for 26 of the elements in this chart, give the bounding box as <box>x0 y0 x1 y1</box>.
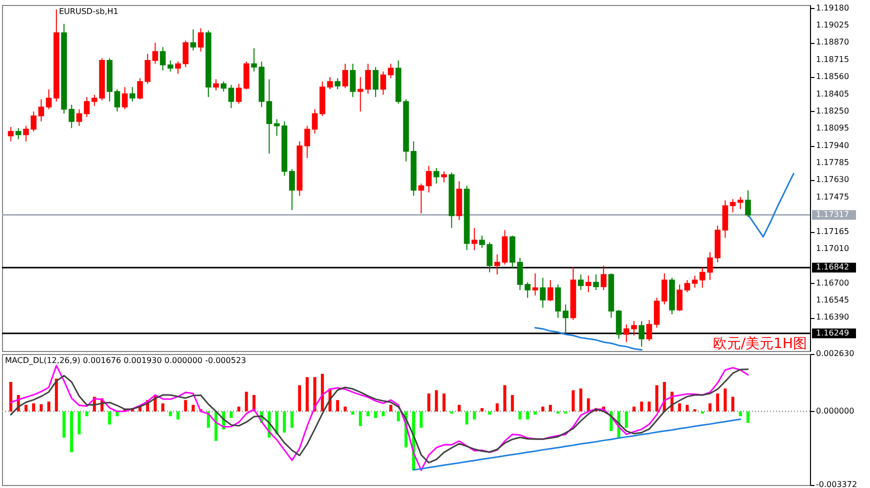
y-tick-label: 1.17475 <box>816 192 850 202</box>
ref-line-label: 1.16842 <box>816 262 850 272</box>
ref-line-label: 1.17317 <box>816 210 850 219</box>
y-tick-label: 1.17165 <box>816 226 850 236</box>
y-tick-label: 0.000000 <box>816 406 854 416</box>
y-tick-label: -0.003372 <box>816 480 858 488</box>
y-tick-label: 1.19025 <box>816 20 850 30</box>
y-tick-label: 1.18405 <box>816 89 850 98</box>
y-tick-label: 1.17940 <box>816 140 850 150</box>
y-tick-label: 1.17010 <box>816 244 850 253</box>
y-tick-label: 1.18870 <box>816 38 850 47</box>
y-tick-label: 1.18560 <box>816 72 850 82</box>
annotation: 欧元/美元1H图 <box>712 336 807 352</box>
y-tick-label: 1.18250 <box>816 106 850 116</box>
y-tick-label: 1.18715 <box>816 54 850 64</box>
y-tick-label: 1.16390 <box>816 312 850 322</box>
y-tick-label: 1.17785 <box>816 158 850 168</box>
y-tick-label: 1.16700 <box>816 278 850 288</box>
y-tick-label: 1.19180 <box>816 3 850 12</box>
y-tick-label: 1.17630 <box>816 175 850 184</box>
y-tick-label: 1.18095 <box>816 124 850 133</box>
y-tick-label: 0.002630 <box>816 349 854 358</box>
ref-line-label: 1.16249 <box>816 328 850 338</box>
y-tick-label: 1.16545 <box>816 296 850 305</box>
chart-title: EURUSD-sb,H1 <box>59 7 118 16</box>
chart-title: MACD_DL(12,26,9) 0.001676 0.001930 0.000000 -0.000523 <box>5 356 246 365</box>
